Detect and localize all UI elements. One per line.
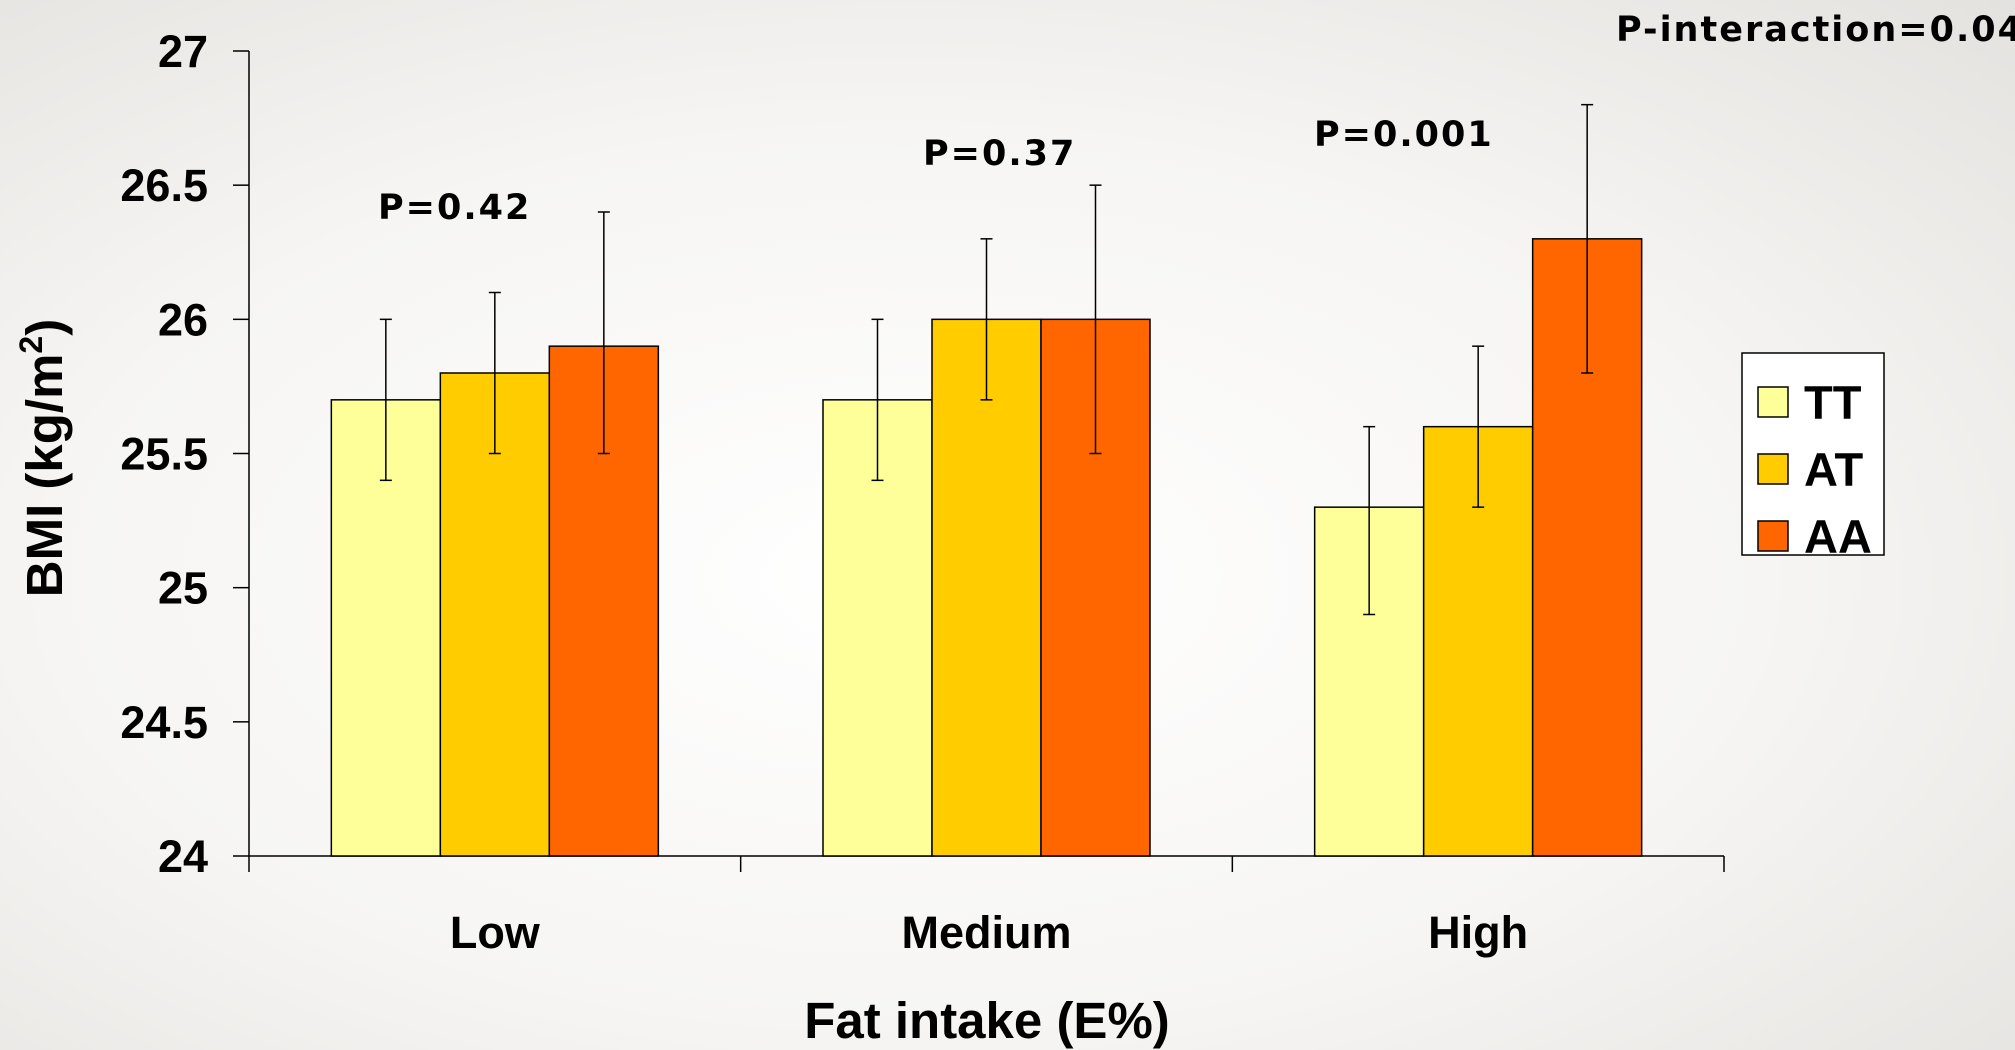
legend-label-at: AT [1804, 443, 1863, 496]
bar-at [931, 318, 1042, 857]
p-value-label: P=0.42 [378, 188, 531, 228]
y-tick-label: 26 [158, 294, 208, 345]
y-tick-label: 26.5 [120, 160, 208, 211]
p-value-label: P=0.001 [1314, 115, 1494, 155]
x-category-label: Medium [901, 907, 1071, 958]
y-tick-label: 27 [158, 26, 208, 77]
y-tick-label: 25.5 [120, 429, 208, 480]
legend-swatch-tt [1757, 386, 1789, 418]
axes: 24 24.5 25 25.5 26 26.5 27 Low Medium High [120, 26, 1725, 958]
y-axis-title: BMI (kg/m2) [13, 319, 73, 597]
y-tick-label: 24.5 [120, 697, 208, 748]
p-interaction-label: P-interaction=0.04 [1616, 10, 2015, 50]
legend-label-aa: AA [1804, 510, 1872, 563]
error-bars [379, 103, 1594, 616]
y-tick-label: 24 [158, 831, 208, 882]
p-value-label: P=0.37 [923, 134, 1076, 174]
p-value-annotations: P=0.42 P=0.37 P=0.001 [378, 115, 1494, 228]
x-category-label: Low [450, 907, 541, 958]
legend-swatch-at [1757, 453, 1789, 485]
x-axis-title: Fat intake (E%) [804, 992, 1170, 1049]
legend-label-tt: TT [1804, 376, 1862, 429]
x-category-label: High [1428, 907, 1528, 958]
legend: TT AT AA [1741, 352, 1885, 563]
y-tick-label: 25 [158, 563, 208, 614]
legend-swatch-aa [1757, 520, 1789, 552]
